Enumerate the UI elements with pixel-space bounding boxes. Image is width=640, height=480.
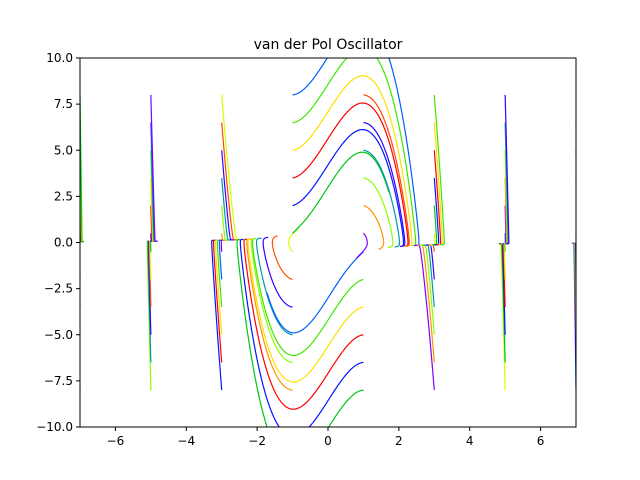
trajectory-line xyxy=(292,75,413,247)
trajectory-line xyxy=(363,94,410,247)
y-tick-label: −10.0 xyxy=(36,420,73,434)
x-axis-ticks: −6 −4 −2 0 2 4 6 xyxy=(107,427,545,448)
trajectory-line xyxy=(150,94,158,242)
trajectory-line xyxy=(243,238,364,410)
x-tick-label: −2 xyxy=(248,434,266,448)
trajectory-line xyxy=(236,238,364,427)
y-tick-label: −2.5 xyxy=(44,282,73,296)
y-tick-label: −5.0 xyxy=(44,328,73,342)
trajectory-line xyxy=(363,205,385,250)
trajectory-line xyxy=(251,238,364,357)
x-tick-label: 6 xyxy=(537,434,545,448)
y-tick-label: −7.5 xyxy=(44,374,73,388)
x-tick-label: 0 xyxy=(324,434,332,448)
y-tick-label: 7.5 xyxy=(54,97,73,111)
trajectory-line xyxy=(504,94,510,245)
trajectory-line xyxy=(247,238,364,383)
trajectory-line xyxy=(271,235,293,280)
y-tick-label: 10.0 xyxy=(46,51,73,65)
y-tick-label: 5.0 xyxy=(54,143,73,157)
trajectory-line xyxy=(363,177,394,249)
trajectory-line xyxy=(80,94,85,243)
trajectory-line xyxy=(363,149,401,248)
trajectory-line xyxy=(239,238,364,427)
trajectory-line xyxy=(292,151,390,234)
trajectory-line xyxy=(292,128,405,247)
trajectory-line xyxy=(356,232,368,259)
x-tick-label: 4 xyxy=(466,434,474,448)
trajectory-line xyxy=(262,236,293,308)
trajectory-line xyxy=(433,94,445,246)
y-tick-label: 0.0 xyxy=(54,236,73,250)
trajectory-group xyxy=(80,58,576,427)
trajectory-line xyxy=(292,58,417,247)
y-axis-ticks: −10.0 −7.5 −5.0 −2.5 0.0 2.5 5.0 7.5 10.0 xyxy=(36,51,80,434)
trajectory-line xyxy=(255,237,293,336)
trajectory-line xyxy=(250,237,293,364)
y-tick-label: 2.5 xyxy=(54,189,73,203)
chart-title: van der Pol Oscillator xyxy=(254,37,403,53)
trajectory-line xyxy=(363,121,406,248)
x-tick-label: 2 xyxy=(395,434,403,448)
x-tick-label: −4 xyxy=(177,434,195,448)
x-tick-label: −6 xyxy=(107,434,125,448)
